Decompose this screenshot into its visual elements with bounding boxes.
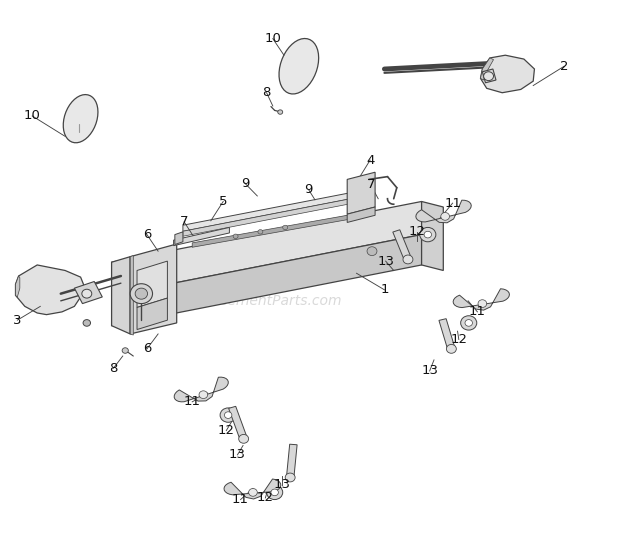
Polygon shape xyxy=(224,479,281,499)
Circle shape xyxy=(199,391,208,399)
Polygon shape xyxy=(112,257,130,334)
Polygon shape xyxy=(63,94,98,143)
Circle shape xyxy=(465,320,472,326)
Text: 5: 5 xyxy=(219,195,228,208)
Text: eReplacementParts.com: eReplacementParts.com xyxy=(172,294,342,308)
Polygon shape xyxy=(112,201,422,295)
Polygon shape xyxy=(416,200,471,223)
Polygon shape xyxy=(112,235,422,326)
Circle shape xyxy=(82,289,92,298)
Circle shape xyxy=(424,231,432,238)
Polygon shape xyxy=(347,172,375,214)
Circle shape xyxy=(403,255,413,264)
Polygon shape xyxy=(347,207,375,222)
Circle shape xyxy=(130,284,153,304)
Text: 1: 1 xyxy=(380,283,389,296)
Text: 12: 12 xyxy=(257,491,274,505)
Polygon shape xyxy=(74,282,102,304)
Polygon shape xyxy=(130,256,133,335)
Text: 10: 10 xyxy=(264,32,281,45)
Circle shape xyxy=(233,234,238,238)
Polygon shape xyxy=(480,55,534,93)
Circle shape xyxy=(283,225,288,230)
Text: 13: 13 xyxy=(421,364,438,378)
Polygon shape xyxy=(175,232,183,245)
Circle shape xyxy=(478,300,487,307)
Text: 11: 11 xyxy=(232,493,249,506)
Circle shape xyxy=(367,247,377,256)
Circle shape xyxy=(122,348,128,353)
Text: 11: 11 xyxy=(184,395,201,408)
Polygon shape xyxy=(174,377,228,402)
Circle shape xyxy=(224,412,232,418)
Circle shape xyxy=(446,344,456,353)
Text: 13: 13 xyxy=(273,478,291,491)
Polygon shape xyxy=(480,58,494,80)
Text: 11: 11 xyxy=(469,305,486,319)
Circle shape xyxy=(258,230,263,234)
Circle shape xyxy=(278,110,283,114)
Text: 12: 12 xyxy=(408,225,425,238)
Text: 4: 4 xyxy=(366,153,374,167)
Polygon shape xyxy=(16,276,20,297)
Polygon shape xyxy=(279,39,319,94)
Text: 8: 8 xyxy=(262,86,271,99)
Polygon shape xyxy=(183,192,356,231)
Text: 11: 11 xyxy=(444,197,461,210)
Text: 3: 3 xyxy=(13,314,22,327)
Text: 7: 7 xyxy=(180,215,188,229)
Polygon shape xyxy=(286,444,297,478)
Circle shape xyxy=(285,473,295,482)
Circle shape xyxy=(249,489,257,496)
Polygon shape xyxy=(453,289,510,310)
Circle shape xyxy=(461,316,477,330)
Polygon shape xyxy=(393,230,412,261)
Text: 13: 13 xyxy=(229,448,246,461)
Text: 6: 6 xyxy=(143,342,151,355)
Text: 13: 13 xyxy=(377,254,394,268)
Text: 7: 7 xyxy=(366,178,375,192)
Circle shape xyxy=(239,434,249,443)
Text: 9: 9 xyxy=(241,177,249,190)
Text: 2: 2 xyxy=(560,60,569,73)
Text: 12: 12 xyxy=(218,424,235,437)
Circle shape xyxy=(271,489,278,496)
Circle shape xyxy=(83,320,91,326)
Polygon shape xyxy=(439,319,455,350)
Text: 12: 12 xyxy=(450,333,467,346)
Text: 9: 9 xyxy=(304,183,313,197)
Polygon shape xyxy=(229,406,247,440)
Circle shape xyxy=(441,213,450,220)
Polygon shape xyxy=(16,265,84,315)
Circle shape xyxy=(267,485,283,500)
Polygon shape xyxy=(130,244,177,334)
Polygon shape xyxy=(174,227,229,246)
Polygon shape xyxy=(422,201,443,270)
Polygon shape xyxy=(137,298,167,330)
Text: 8: 8 xyxy=(109,362,118,375)
Circle shape xyxy=(484,72,494,81)
Polygon shape xyxy=(192,211,372,247)
Circle shape xyxy=(135,288,148,299)
Polygon shape xyxy=(482,69,496,83)
Text: 10: 10 xyxy=(24,109,41,123)
Polygon shape xyxy=(137,261,167,307)
Text: 6: 6 xyxy=(143,228,151,241)
Circle shape xyxy=(420,227,436,242)
Circle shape xyxy=(220,408,236,422)
Polygon shape xyxy=(183,198,356,236)
